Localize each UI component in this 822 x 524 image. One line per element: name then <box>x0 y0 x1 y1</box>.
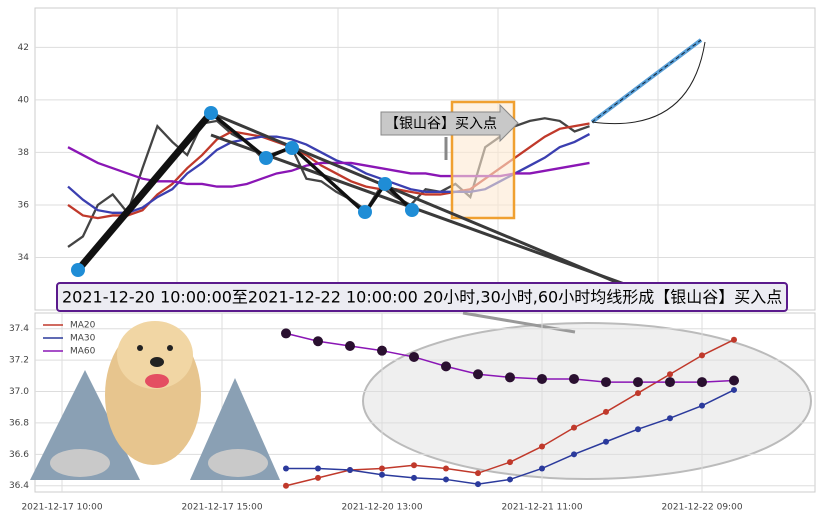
point <box>635 390 641 397</box>
point <box>539 443 545 450</box>
point <box>347 467 353 474</box>
legend-label: MA20 <box>70 321 96 331</box>
point <box>603 438 609 445</box>
pattern-lines <box>71 38 706 294</box>
point <box>379 471 385 478</box>
annotation: 【银山谷】买入点 <box>380 103 519 160</box>
highlight-ellipse <box>362 322 812 480</box>
point <box>665 377 675 388</box>
y-tick-label: 38 <box>18 148 30 158</box>
point <box>539 465 545 472</box>
y-tick-label: 36.6 <box>9 450 29 460</box>
point <box>283 465 289 472</box>
point <box>507 459 513 466</box>
point <box>283 482 289 489</box>
x-tick-label: 2021-12-21 11:00 <box>501 503 582 513</box>
point <box>281 328 291 339</box>
annotation-text: 【银山谷】买入点 <box>385 116 497 132</box>
point <box>699 352 705 359</box>
y-tick-label: 37.2 <box>9 356 29 366</box>
point <box>505 372 515 383</box>
point <box>379 465 385 472</box>
point <box>601 377 611 388</box>
y-tick-label: 36 <box>18 200 30 210</box>
point <box>699 402 705 409</box>
x-tick-label: 2021-12-22 09:00 <box>661 503 742 513</box>
point <box>411 474 417 481</box>
y-tick-label: 34 <box>18 253 30 263</box>
point <box>507 476 513 483</box>
x-tick-label: 2021-12-17 15:00 <box>181 503 262 513</box>
decor-mountains <box>30 321 280 480</box>
point <box>377 345 387 356</box>
point <box>603 408 609 415</box>
point <box>441 361 451 372</box>
banner-text: 2021-12-20 10:00:00至2021-12-22 10:00:00 … <box>62 288 782 307</box>
point <box>315 465 321 472</box>
point <box>731 386 737 393</box>
point <box>633 377 643 388</box>
y-tick-label: 37.4 <box>9 324 29 334</box>
bottom-layer: 36.4 36.6 36.8 37.0 37.2 37.4 2021-12-17 10:00… <box>9 313 815 513</box>
point <box>569 373 579 384</box>
point <box>409 351 419 362</box>
point <box>635 426 641 433</box>
point <box>697 377 707 388</box>
x-tick-label: 2021-12-17 10:00 <box>21 503 102 513</box>
point <box>537 373 547 384</box>
top-plot <box>34 7 816 311</box>
point <box>475 481 481 488</box>
point <box>475 470 481 477</box>
point <box>411 462 417 469</box>
point <box>315 474 321 481</box>
y-tick-label: 42 <box>18 43 29 53</box>
y-tick-label: 36.4 <box>9 481 29 491</box>
banner <box>56 282 788 312</box>
legend-label: MA60 <box>70 347 96 357</box>
point <box>313 336 323 347</box>
point <box>667 371 673 378</box>
point <box>571 424 577 431</box>
point <box>473 369 483 380</box>
y-tick-label: 36.8 <box>9 418 29 428</box>
point <box>729 375 739 386</box>
point <box>571 451 577 458</box>
point <box>731 336 737 343</box>
x-tick-label: 2021-12-20 13:00 <box>341 503 422 513</box>
point <box>345 340 355 351</box>
point <box>667 415 673 422</box>
legend-label: MA30 <box>70 334 96 344</box>
point <box>443 476 449 483</box>
y-tick-label: 40 <box>18 95 30 105</box>
y-tick-label: 37.0 <box>9 387 29 397</box>
point <box>443 465 449 472</box>
